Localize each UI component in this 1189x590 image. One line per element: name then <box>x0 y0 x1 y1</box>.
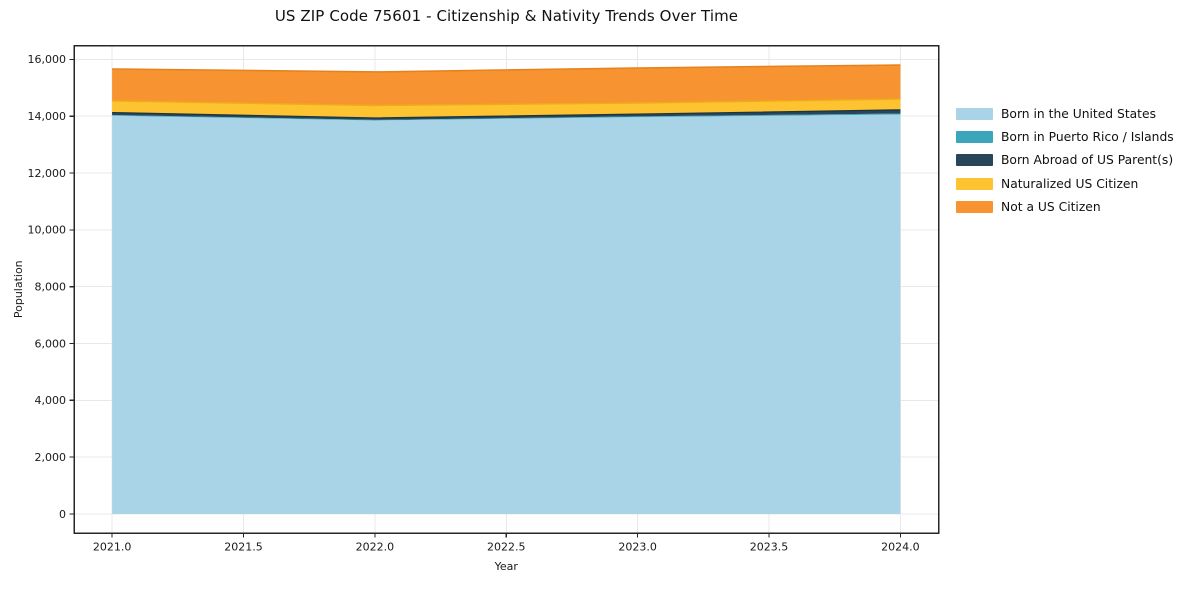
area-edge-born-abroad-of-us-parent-s <box>112 109 901 119</box>
area-born-abroad-of-us-parent-s <box>112 109 901 120</box>
legend-swatch <box>956 107 993 120</box>
legend-item-naturalized-us-citizen: Naturalized US Citizen <box>956 172 1174 195</box>
y-tick-label: 8,000 <box>35 280 67 293</box>
legend-swatch <box>956 177 993 190</box>
legend-swatch <box>956 201 993 214</box>
x-tick-label: 2023.0 <box>618 541 657 554</box>
legend-item-label: Naturalized US Citizen <box>1001 176 1139 191</box>
legend-item-label: Born in Puerto Rico / Islands <box>1001 130 1174 145</box>
x-tick-label: 2022.5 <box>487 541 526 554</box>
legend-swatch <box>956 131 993 144</box>
legend-item-label: Born in the United States <box>1001 106 1156 121</box>
y-tick-label: 12,000 <box>28 167 67 180</box>
y-tick-label: 2,000 <box>35 451 67 464</box>
area-edge-naturalized-us-citizen <box>112 98 901 107</box>
x-tick-label: 2023.5 <box>750 541 789 554</box>
legend-item-born-in-the-united-states: Born in the United States <box>956 102 1174 125</box>
x-tick-label: 2024.0 <box>881 541 920 554</box>
legend-item-label: Not a US Citizen <box>1001 200 1101 215</box>
area-born-in-puerto-rico-islands <box>112 113 901 121</box>
y-tick-label: 16,000 <box>28 53 67 66</box>
area-naturalized-us-citizen <box>112 99 901 118</box>
y-axis-title: Population <box>12 260 25 318</box>
legend-item-not-a-us-citizen: Not a US Citizen <box>956 196 1174 219</box>
y-tick-label: 14,000 <box>28 110 67 123</box>
legend-item-born-in-puerto-rico-islands: Born in Puerto Rico / Islands <box>956 125 1174 148</box>
area-edge-not-a-us-citizen <box>112 64 901 73</box>
x-tick-label: 2021.5 <box>224 541 263 554</box>
x-axis-title: Year <box>494 560 519 573</box>
legend-item-label: Born Abroad of US Parent(s) <box>1001 153 1174 168</box>
legend-item-born-abroad-of-us-parent-s: Born Abroad of US Parent(s) <box>956 149 1174 172</box>
legend-swatch <box>956 154 993 167</box>
chart-title: US ZIP Code 75601 - Citizenship & Nativi… <box>274 7 739 25</box>
legend: Born in the United States Born in Puerto … <box>956 102 1174 219</box>
y-tick-label: 6,000 <box>35 337 67 350</box>
y-tick-label: 4,000 <box>35 394 67 407</box>
area-born-in-the-united-states <box>112 114 901 514</box>
x-tick-label: 2022.0 <box>356 541 395 554</box>
area-not-a-us-citizen <box>112 64 901 106</box>
y-tick-label: 0 <box>59 508 66 521</box>
x-tick-label: 2021.0 <box>93 541 132 554</box>
y-tick-label: 10,000 <box>28 224 67 237</box>
